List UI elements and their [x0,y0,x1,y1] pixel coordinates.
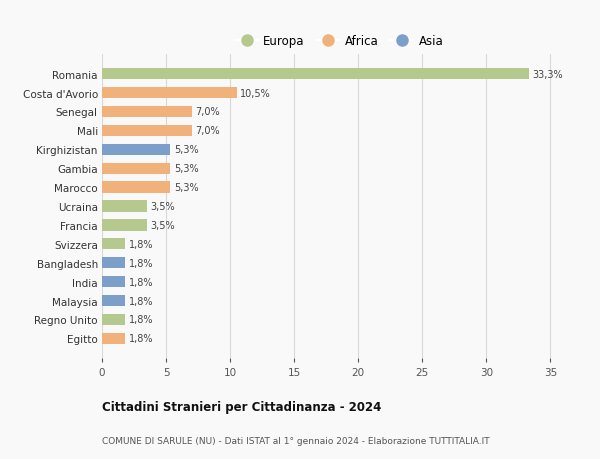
Bar [102,69,529,80]
Bar [102,88,236,99]
Bar [102,125,191,137]
Text: 5,3%: 5,3% [174,183,199,193]
Bar [102,106,191,118]
Bar [102,239,125,250]
Bar [102,276,125,288]
Text: 5,3%: 5,3% [174,145,199,155]
Text: 1,8%: 1,8% [129,258,154,268]
Text: 3,5%: 3,5% [151,202,175,212]
Text: 7,0%: 7,0% [196,107,220,117]
Bar [102,220,147,231]
Text: 33,3%: 33,3% [532,69,563,79]
Bar [102,163,170,174]
Text: 3,5%: 3,5% [151,220,175,230]
Bar [102,144,170,156]
Legend: Europa, Africa, Asia: Europa, Africa, Asia [230,31,448,53]
Bar [102,314,125,325]
Bar [102,257,125,269]
Text: 5,3%: 5,3% [174,164,199,174]
Text: Cittadini Stranieri per Cittadinanza - 2024: Cittadini Stranieri per Cittadinanza - 2… [102,400,382,413]
Bar [102,201,147,212]
Bar [102,182,170,193]
Text: 10,5%: 10,5% [241,89,271,98]
Text: 1,8%: 1,8% [129,334,154,344]
Text: 1,8%: 1,8% [129,296,154,306]
Text: 1,8%: 1,8% [129,315,154,325]
Text: 7,0%: 7,0% [196,126,220,136]
Text: 1,8%: 1,8% [129,239,154,249]
Text: COMUNE DI SARULE (NU) - Dati ISTAT al 1° gennaio 2024 - Elaborazione TUTTITALIA.: COMUNE DI SARULE (NU) - Dati ISTAT al 1°… [102,436,490,445]
Text: 1,8%: 1,8% [129,277,154,287]
Bar [102,333,125,344]
Bar [102,295,125,307]
